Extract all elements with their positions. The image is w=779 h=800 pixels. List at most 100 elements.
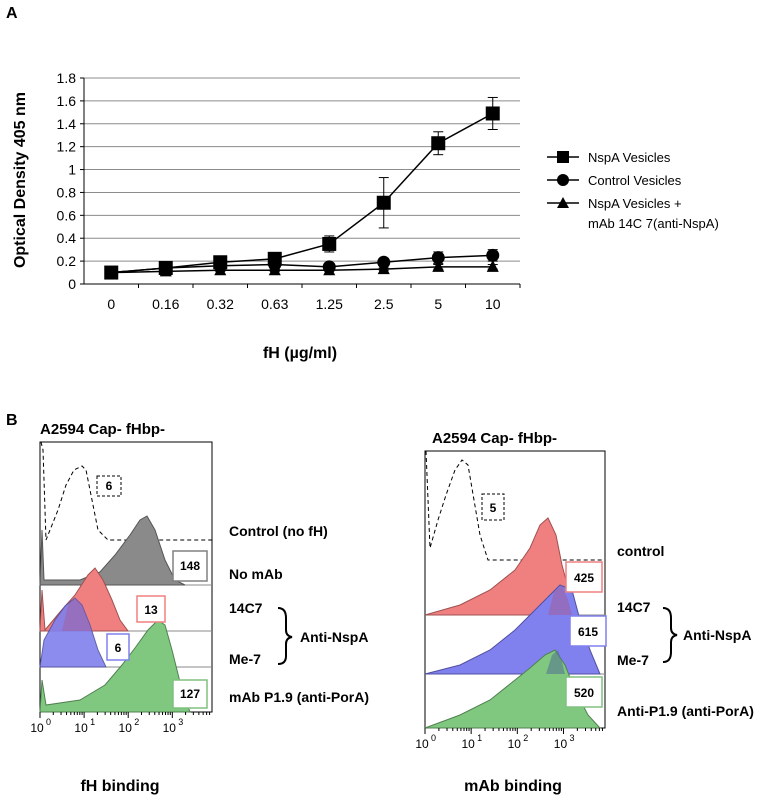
brace-icon: [277, 607, 293, 665]
mfi-box-no-mab: [172, 550, 208, 582]
series-3: [105, 259, 499, 278]
data-point: [268, 263, 281, 276]
data-point: [431, 251, 445, 265]
mfi-box-pora: [172, 679, 208, 709]
series-line: [111, 266, 493, 274]
chart-gridlines: [84, 77, 520, 262]
data-point: [105, 265, 118, 278]
right-panel-title: A2594 Cap- fHbp-: [432, 430, 557, 447]
x-tick-label: 5: [434, 296, 442, 312]
row-label-control-right: control: [617, 543, 664, 559]
data-point: [431, 136, 446, 151]
row-label-pora: mAb P1.9 (anti-PorA): [229, 689, 369, 705]
group-label-right: Anti-NspA: [683, 627, 751, 643]
right-x-ticks: 10 0 10 1 10 2 10 3: [415, 728, 603, 751]
y-tick-label: 0.2: [57, 253, 77, 269]
data-point: [485, 106, 500, 121]
data-point: [486, 259, 499, 272]
x-tick-label: 0.16: [152, 296, 179, 312]
x-tick-exponent: 0: [431, 733, 436, 743]
x-tick-labels: 0 0.16 0.32 0.63 1.25 2.5 5 10: [107, 284, 521, 312]
flow-panel-right: A2594 Cap- fHbp- 5 425 615 520 control 1…: [415, 430, 754, 795]
square-marker-icon: [557, 151, 569, 163]
right-x-axis-label: mAb binding: [464, 778, 562, 795]
x-tick-label: 10: [415, 737, 429, 751]
panel-a-label: A: [6, 5, 18, 22]
triangle-marker-icon: [557, 197, 569, 208]
x-tick-label: 2.5: [374, 296, 394, 312]
row-label-14c7-right: 14C7: [617, 599, 651, 615]
row-label-me7: Me-7: [229, 651, 261, 667]
x-tick-label: 0.63: [261, 296, 288, 312]
x-tick-label: 10: [485, 296, 501, 312]
legend-label-2: Control Vesicles: [588, 173, 682, 188]
mfi-box-control-right: [481, 493, 505, 521]
x-tick-label: 10: [74, 721, 88, 735]
mfi-value-pora-right: 520: [574, 686, 594, 700]
x-tick-exponent: 1: [90, 717, 95, 727]
panel-a-chart: 0 0.2 0.4 0.6 0.8 1 1.2 1.4 1.6 1.8 0 0.16 0.32 0.63…: [12, 70, 719, 362]
x-tick-label: 10: [119, 721, 133, 735]
circle-marker-icon: [557, 174, 569, 186]
mfi-box-control: [96, 475, 122, 497]
histogram-control-right: [425, 450, 605, 561]
mfi-value-no-mab: 148: [180, 559, 200, 573]
x-tick-exponent: 2: [134, 717, 139, 727]
y-tick-label: 1: [68, 162, 76, 178]
x-tick-label: 1.25: [316, 296, 343, 312]
histogram-control: [40, 441, 212, 541]
x-tick-label: 10: [30, 721, 44, 735]
x-tick-exponent: 2: [523, 733, 528, 743]
y-tick-label: 0.8: [57, 184, 77, 200]
mfi-value-pora: 127: [180, 687, 200, 701]
data-point: [486, 248, 500, 262]
legend-label-3b: mAb 14C 7(anti-NspA): [588, 216, 719, 231]
x-axis-label: fH (µg/ml): [263, 345, 337, 362]
y-tick-label: 0.4: [57, 230, 77, 246]
left-x-ticks: 10 0 10 1 10 2 10 3: [30, 712, 211, 735]
x-tick-label: 0: [107, 296, 115, 312]
x-tick-exponent: 1: [477, 733, 482, 743]
data-point: [214, 263, 227, 276]
y-tick-labels: 0 0.2 0.4 0.6 0.8 1 1.2 1.4 1.6 1.8: [57, 70, 84, 292]
y-tick-label: 1.8: [57, 70, 77, 86]
x-tick-label: 0.32: [207, 296, 234, 312]
data-point: [432, 259, 445, 272]
row-label-control: Control (no fH): [229, 523, 328, 539]
legend-label-3: NspA Vesicles +: [588, 196, 682, 211]
x-tick-label: 10: [461, 737, 475, 751]
row-label-me7-right: Me-7: [617, 652, 649, 668]
mfi-box-me7: [106, 633, 130, 661]
mfi-box-pora-right: [565, 676, 603, 708]
panel-b-label: B: [6, 412, 18, 429]
data-point: [159, 264, 172, 277]
y-axis-label: Optical Density 405 nm: [12, 92, 29, 268]
mfi-value-me7-right: 615: [578, 625, 598, 639]
row-label-no-mab: No mAb: [229, 566, 283, 582]
mfi-value-14c7-right: 425: [574, 571, 594, 585]
mfi-value-me7: 6: [115, 641, 122, 655]
chart-series: [104, 96, 500, 280]
mfi-value-control: 6: [106, 479, 113, 493]
y-tick-label: 1.4: [57, 116, 77, 132]
legend-label-1: NspA Vesicles: [588, 150, 671, 165]
flow-panel-left: A2594 Cap- fHbp- 6 148 13 6 127 Control …: [30, 421, 369, 795]
y-tick-label: 1.6: [57, 93, 77, 109]
brace-icon-right: [662, 607, 678, 663]
mfi-box-14c7-right: [565, 561, 603, 593]
y-tick-label: 0.6: [57, 207, 77, 223]
x-tick-label: 10: [508, 737, 522, 751]
legend: NspA Vesicles Control Vesicles NspA Vesi…: [547, 150, 719, 231]
x-tick-exponent: 3: [178, 717, 183, 727]
data-point: [322, 236, 337, 251]
group-label-left: Anti-NspA: [300, 629, 368, 645]
left-x-axis-label: fH binding: [80, 778, 159, 795]
row-label-pora-right: Anti-P1.9 (anti-PorA): [617, 703, 754, 719]
data-point: [376, 195, 391, 210]
mfi-box-14c7: [136, 595, 166, 623]
series-line: [111, 254, 493, 274]
x-tick-exponent: 3: [569, 733, 574, 743]
row-label-14c7: 14C7: [229, 600, 263, 616]
x-tick-label: 10: [163, 721, 177, 735]
